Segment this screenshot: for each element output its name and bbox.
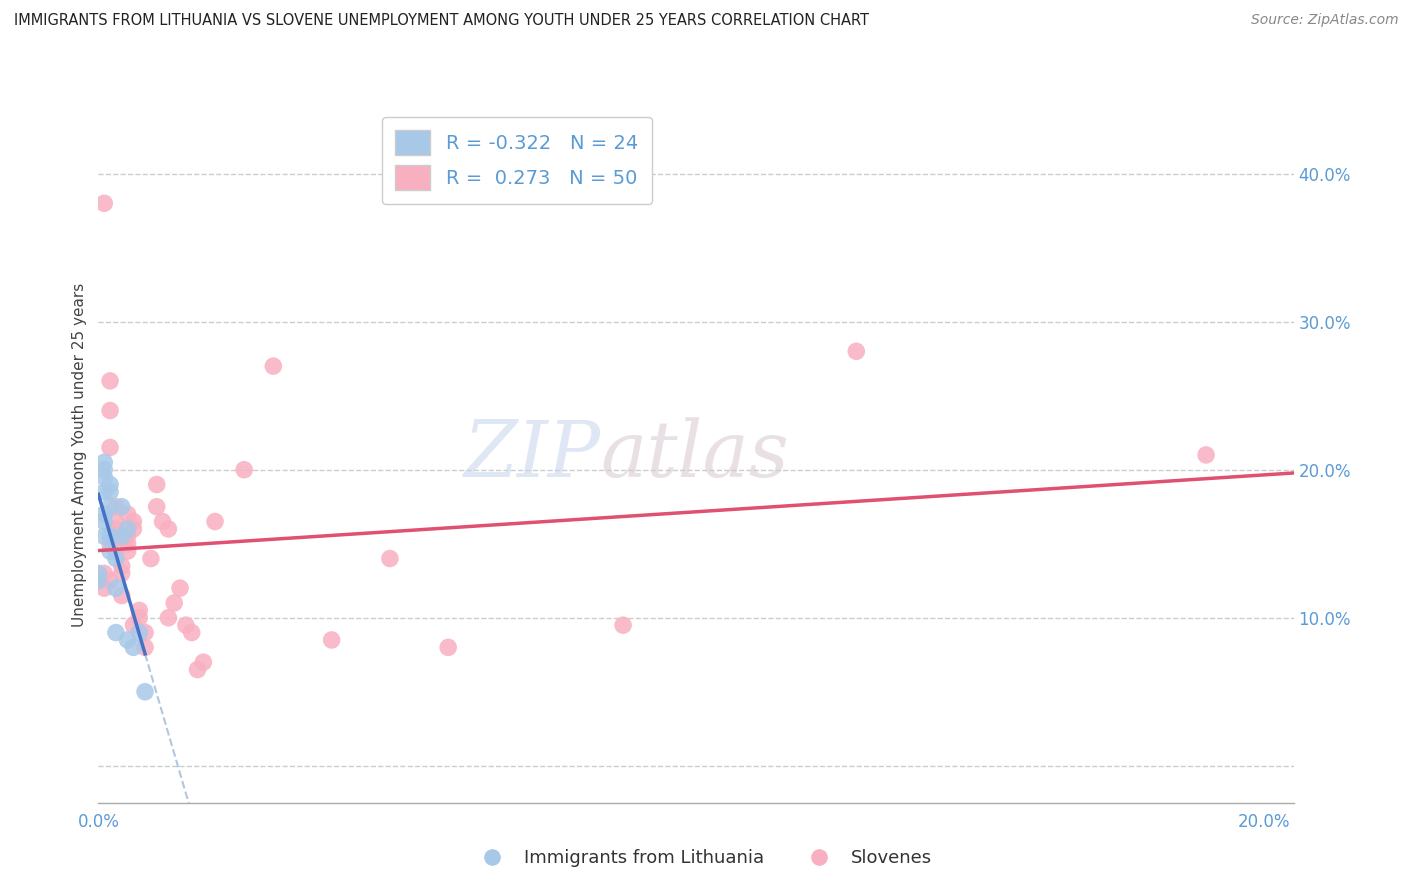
Point <box>98 477 121 491</box>
Point <box>1195 448 1218 462</box>
Point <box>111 566 134 581</box>
Point <box>145 477 167 491</box>
Point <box>117 632 139 647</box>
Point <box>87 574 110 588</box>
Point <box>122 522 145 536</box>
Point <box>122 618 145 632</box>
Point <box>117 544 139 558</box>
Point <box>186 663 208 677</box>
Point <box>93 484 115 499</box>
Point <box>104 515 127 529</box>
Point <box>111 529 134 543</box>
Point <box>122 515 145 529</box>
Point <box>93 566 115 581</box>
Text: IMMIGRANTS FROM LITHUANIA VS SLOVENE UNEMPLOYMENT AMONG YOUTH UNDER 25 YEARS COR: IMMIGRANTS FROM LITHUANIA VS SLOVENE UNE… <box>14 13 869 29</box>
Point <box>104 625 127 640</box>
Point <box>87 566 110 581</box>
Point <box>111 500 134 514</box>
Point <box>104 581 127 595</box>
Point <box>104 522 127 536</box>
Point <box>117 507 139 521</box>
Point <box>117 529 139 543</box>
Point <box>98 544 121 558</box>
Point <box>93 507 115 521</box>
Point <box>98 537 121 551</box>
Point <box>378 551 401 566</box>
Legend: R = -0.322   N = 24, R =  0.273   N = 50: R = -0.322 N = 24, R = 0.273 N = 50 <box>381 117 652 203</box>
Point <box>117 537 139 551</box>
Point <box>152 515 174 529</box>
Point <box>180 625 202 640</box>
Point <box>128 611 150 625</box>
Point <box>98 403 121 417</box>
Point <box>117 522 139 536</box>
Point <box>104 544 127 558</box>
Point <box>98 529 121 543</box>
Point <box>111 529 134 543</box>
Text: ZIP: ZIP <box>463 417 600 493</box>
Point <box>169 581 191 595</box>
Point <box>104 500 127 514</box>
Point <box>845 344 868 359</box>
Point <box>104 529 127 543</box>
Point <box>134 625 156 640</box>
Point <box>204 515 226 529</box>
Point <box>93 470 115 484</box>
Point <box>612 618 634 632</box>
Legend: Immigrants from Lithuania, Slovenes: Immigrants from Lithuania, Slovenes <box>467 842 939 874</box>
Point <box>128 603 150 617</box>
Point <box>98 574 121 588</box>
Point <box>111 589 134 603</box>
Point <box>104 551 127 566</box>
Point <box>98 500 121 514</box>
Point <box>122 640 145 655</box>
Point <box>93 463 115 477</box>
Point <box>233 463 256 477</box>
Point <box>93 515 115 529</box>
Point <box>139 551 162 566</box>
Point <box>128 625 150 640</box>
Point <box>174 618 197 632</box>
Point <box>437 640 460 655</box>
Point <box>98 441 121 455</box>
Point <box>98 484 121 499</box>
Point <box>134 685 156 699</box>
Point <box>145 500 167 514</box>
Text: Source: ZipAtlas.com: Source: ZipAtlas.com <box>1251 13 1399 28</box>
Point <box>157 522 180 536</box>
Point <box>262 359 284 373</box>
Point <box>87 574 110 588</box>
Point <box>157 611 180 625</box>
Y-axis label: Unemployment Among Youth under 25 years: Unemployment Among Youth under 25 years <box>72 283 87 627</box>
Point <box>134 640 156 655</box>
Point <box>93 455 115 469</box>
Point <box>163 596 186 610</box>
Point <box>321 632 343 647</box>
Point <box>93 529 115 543</box>
Point <box>98 374 121 388</box>
Point <box>193 655 215 669</box>
Point <box>93 196 115 211</box>
Point <box>93 581 115 595</box>
Text: atlas: atlas <box>600 417 789 493</box>
Point <box>111 558 134 573</box>
